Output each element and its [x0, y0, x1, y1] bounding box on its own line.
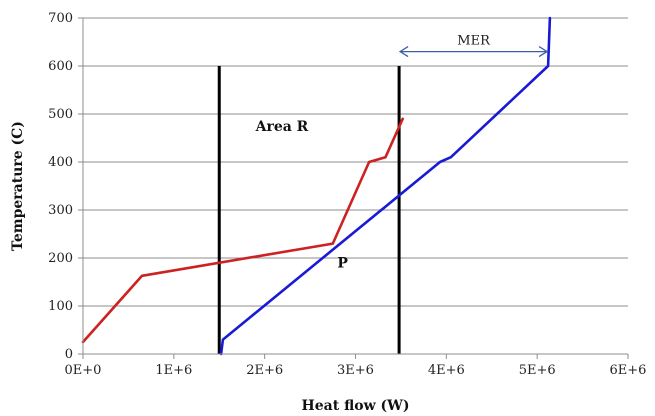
grid-lines [83, 17, 628, 307]
y-tick-label-0: 0 [65, 347, 73, 362]
y-axis-title: Temperature (C) [10, 121, 26, 251]
x-tick-label-4: 4E+6 [428, 363, 465, 378]
axes [78, 17, 629, 359]
mer-arrowhead-left [398, 46, 409, 58]
tick-labels: 0E+0 1E+6 2E+6 3E+6 4E+6 5E+6 6E+6 0 100 200 300 40… [48, 11, 646, 378]
series-lines [81, 16, 552, 356]
vertical-lines [217, 66, 401, 354]
x-tick-label-5: 5E+6 [519, 363, 556, 378]
y-tick-label-7: 700 [48, 11, 73, 26]
mer-label: MER [457, 34, 491, 49]
area-r-label: Area R [255, 119, 309, 135]
x-tick-label-2: 2E+6 [246, 363, 283, 378]
y-tick-label-5: 500 [48, 107, 73, 122]
annotations: Area R P MER [255, 34, 549, 272]
y-tick-label-3: 300 [48, 203, 73, 218]
y-tick-label-4: 400 [48, 155, 73, 170]
y-tick-label-1: 100 [48, 299, 73, 314]
x-axis-title: Heat flow (W) [302, 398, 410, 414]
x-tick-label-3: 3E+6 [337, 363, 374, 378]
series-line-1 [219, 16, 552, 356]
x-tick-label-0: 0E+0 [65, 363, 102, 378]
x-tick-label-1: 1E+6 [155, 363, 192, 378]
mer-arrowhead-right [538, 46, 549, 58]
series-line-0 [81, 117, 405, 344]
x-tick-label-6: 6E+6 [610, 363, 647, 378]
y-tick-label-2: 200 [48, 251, 73, 266]
point-p-label: P [337, 256, 348, 272]
y-tick-label-6: 600 [48, 59, 73, 74]
